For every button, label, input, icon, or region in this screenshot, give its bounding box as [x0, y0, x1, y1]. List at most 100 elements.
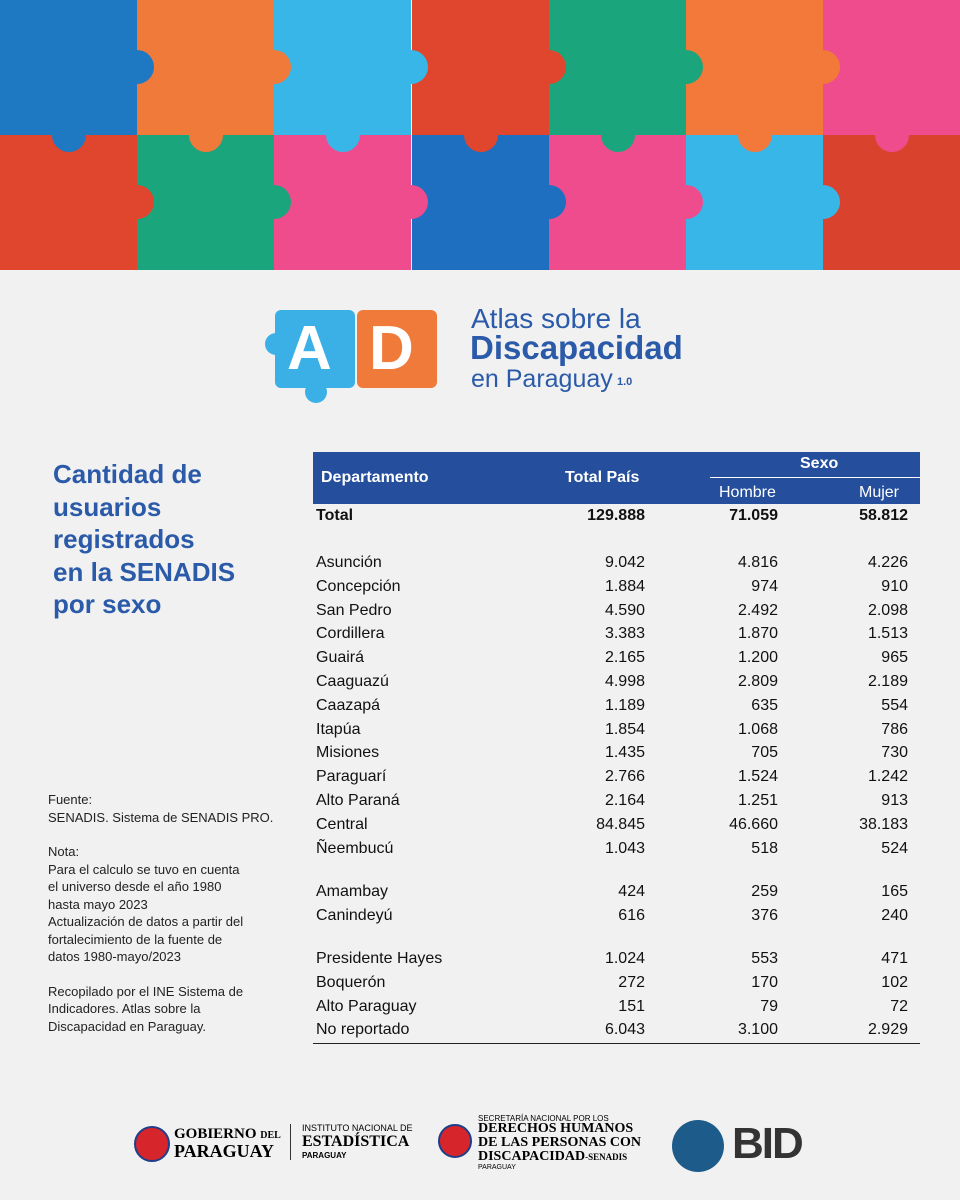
table-cell: 1.189 [604, 696, 645, 714]
table-cell: Caaguazú [316, 673, 389, 690]
knob [394, 185, 429, 219]
tile [823, 135, 960, 270]
table-cell: 2.809 [737, 673, 778, 690]
heading-line: por sexo [53, 589, 162, 619]
knob [668, 50, 703, 84]
text: ESTADÍSTICA [302, 1133, 410, 1150]
text: DE LAS PERSONAS CON [478, 1135, 641, 1150]
divider [290, 1124, 291, 1160]
table-cell: Boquerón [316, 973, 386, 991]
note-line: Actualización de datos a partir del [48, 914, 244, 929]
col-header: Hombre [719, 484, 776, 501]
table-cell: 1.870 [737, 625, 778, 643]
note-line: Fuente: [48, 792, 93, 807]
footer: GOBIERNO DEL PARAGUAY INSTITUTO NACIONAL… [134, 1114, 834, 1182]
logo-knob [265, 333, 287, 355]
table-cell: 471 [881, 950, 908, 967]
table-cell: 272 [618, 973, 645, 991]
table-cell: 3.100 [737, 1021, 778, 1039]
table-cell: 1.524 [737, 768, 778, 786]
note: Recopilado por el INE Sistema de Indicado… [48, 983, 273, 1036]
table-cell: 2.766 [604, 768, 645, 786]
table-cell: 84.845 [596, 815, 645, 833]
text: DERECHOS HUMANOS [478, 1121, 634, 1136]
header-rule [710, 477, 920, 478]
table-cell: 2.164 [604, 792, 645, 809]
table-cell: Paraguarí [316, 768, 387, 786]
table-cell: 553 [751, 950, 778, 967]
knob [531, 50, 566, 84]
tile [274, 135, 412, 270]
table-cell: 965 [881, 649, 908, 667]
logo-text: Atlas sobre la [471, 303, 641, 334]
tile [686, 0, 823, 135]
bid-logo: BID [732, 1119, 804, 1168]
note-line: SENADIS. Sistema de SENADIS PRO. [48, 809, 274, 825]
text: PARAGUAY [478, 1164, 516, 1171]
note: Nota: Para el calculo se tuvo en cuenta el… [48, 843, 273, 966]
note-line: Nota: [48, 844, 80, 859]
knob [120, 185, 154, 219]
logo-letter: A [287, 314, 332, 383]
table-cell: Presidente Hayes [316, 950, 443, 967]
table-cell: 46.660 [729, 815, 778, 833]
table-cell: 1.024 [604, 950, 645, 967]
knob [463, 118, 498, 152]
table-cell: 259 [751, 882, 778, 900]
table-cell: 102 [881, 973, 908, 991]
table-cell: 1.435 [604, 744, 645, 762]
table-cell: 2.098 [867, 601, 908, 619]
note-line: datos 1980-mayo/2023 [48, 949, 181, 964]
table-cell: 165 [881, 882, 908, 900]
note-line: Recopilado por el INE Sistema de [48, 983, 244, 999]
table-cell: 1.068 [737, 720, 778, 738]
tile [411, 0, 549, 135]
table-cell: Misiones [316, 744, 380, 762]
note-line: hasta mayo 2023 [48, 896, 148, 912]
note-line: Discapacidad en Paraguay. [48, 1018, 207, 1034]
note-line: el universo desde el año 1980 [48, 879, 222, 894]
table-cell: 1.242 [867, 768, 908, 786]
table-header: Departamento Total País Sexo Hombre Muje… [313, 452, 920, 504]
knob [531, 185, 566, 219]
table-cell: 129.888 [587, 507, 645, 524]
table-cell: 240 [881, 906, 908, 924]
table-cell: 4.998 [604, 673, 645, 690]
heading-line: registrados [53, 524, 195, 554]
table-cell: 1.251 [737, 792, 778, 809]
table-cell: Cordillera [316, 625, 385, 643]
seal [438, 1124, 472, 1158]
table-cell: 2.189 [867, 673, 908, 690]
logo-piece [357, 310, 437, 388]
text: INSTITUTO NACIONAL DE [302, 1123, 413, 1133]
tile [686, 135, 823, 270]
table-cell: 4.816 [737, 554, 778, 571]
tile [548, 0, 686, 135]
table-cell: 730 [881, 744, 908, 762]
text: GOBIERNO [174, 1126, 257, 1142]
logo-text: en Paraguay [471, 365, 613, 393]
logo-text: Discapacidad [470, 329, 683, 366]
table-cell: Asunción [316, 554, 382, 571]
gov-logo: GOBIERNO DEL [174, 1126, 281, 1143]
table-cell: 71.059 [729, 507, 778, 524]
tile [548, 135, 686, 270]
table-cell: 4.226 [867, 554, 908, 571]
tile [274, 0, 412, 135]
col-header: Total País [565, 469, 640, 486]
knob [257, 50, 292, 84]
table: Total 129.888 71.059 58.812 Asunción 9.042 4.8… [313, 504, 920, 1064]
note-line: Indicadores. Atlas sobre la [48, 1001, 201, 1016]
table-cell: Concepción [316, 577, 401, 595]
table-cell: 72 [890, 997, 908, 1015]
table-cell: 786 [881, 720, 908, 738]
table-cell: 376 [751, 906, 778, 924]
tile [411, 135, 549, 270]
knob [52, 118, 86, 152]
table-cell: Total [316, 507, 354, 524]
table-cell: San Pedro [316, 601, 392, 619]
knob [806, 50, 840, 84]
table-cell: Amambay [316, 882, 389, 900]
knob [600, 118, 635, 152]
